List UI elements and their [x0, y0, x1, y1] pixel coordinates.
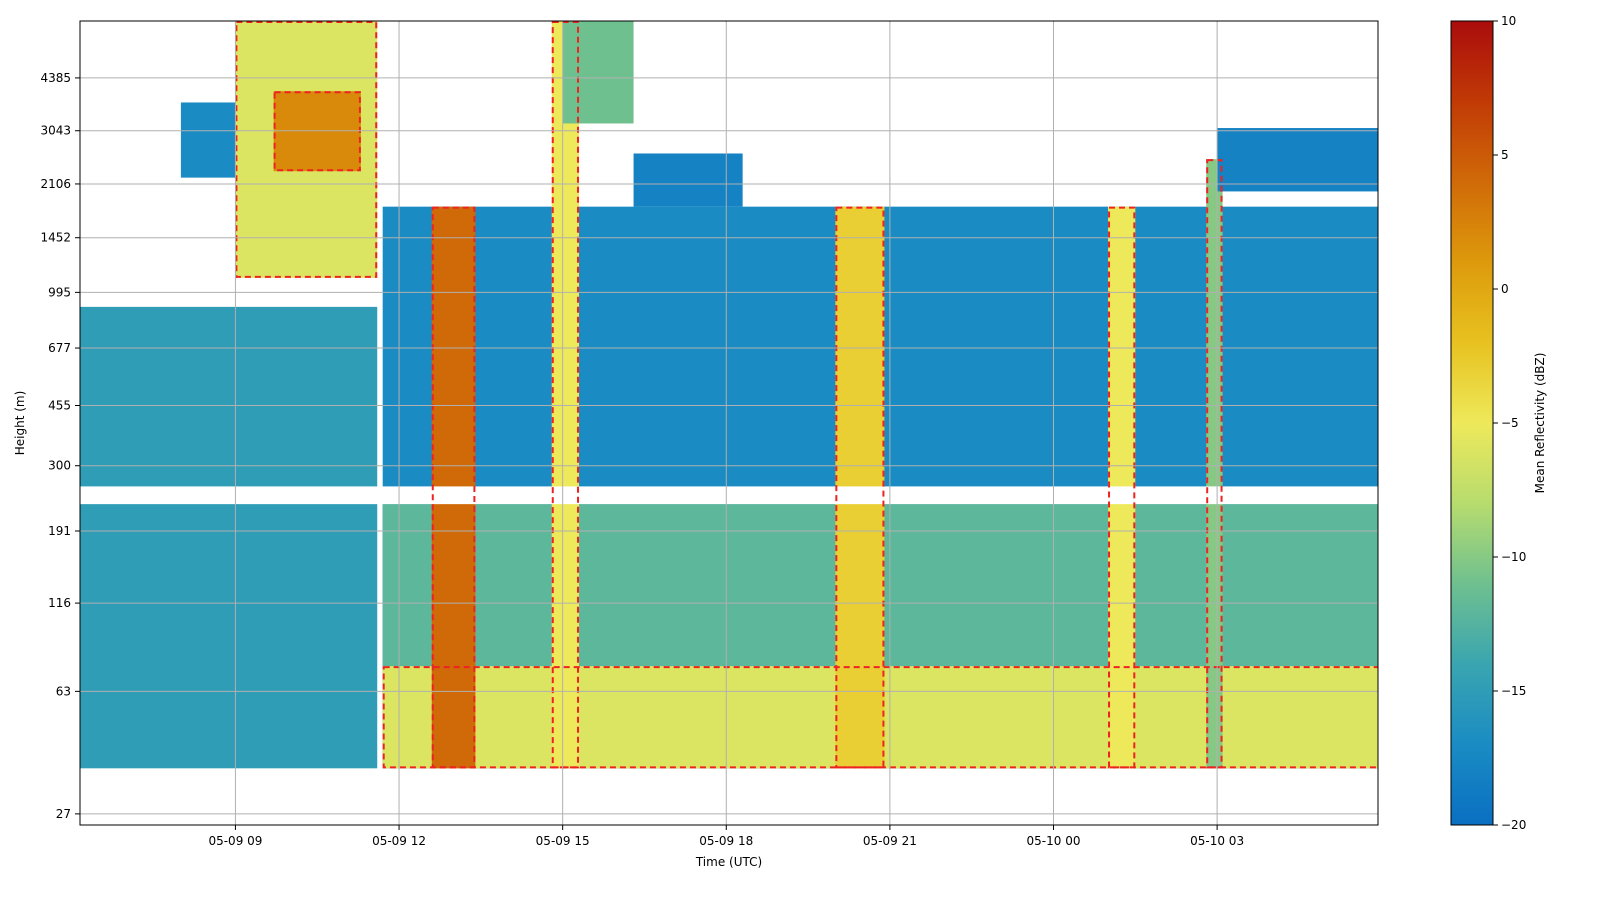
y-tick-label: 1452 [40, 231, 71, 245]
y-tick-label: 995 [48, 285, 71, 299]
y-tick-label: 300 [48, 459, 71, 473]
heatmap-layer [80, 21, 1378, 769]
x-tick-label: 05-09 12 [372, 834, 426, 848]
heatmap-region-8 [551, 21, 580, 769]
x-tick-label: 05-10 03 [1190, 834, 1244, 848]
x-axis: 05-09 09 05-09 12 05-09 15 05-09 18 05-09 21… [208, 825, 1244, 848]
y-tick-label: 4385 [40, 71, 71, 85]
x-tick-label: 05-09 15 [536, 834, 590, 848]
colorbar-ticks: 10 5 0 −5 −10 −15 −20 [1493, 14, 1526, 832]
y-axis: 27 63 116 191 300 455 677 995 1452 2106 3043 4385 [40, 71, 80, 821]
colorbar-tick-label: −15 [1501, 684, 1526, 698]
y-tick-label: 63 [56, 684, 71, 698]
grid-layer [80, 21, 1378, 825]
y-tick-label: 191 [48, 524, 71, 538]
colorbar [1451, 21, 1493, 825]
contour-outline-11 [835, 206, 885, 769]
y-tick-label: 2106 [40, 177, 71, 191]
data-gap-band [80, 486, 1378, 505]
plot-frame [79, 20, 1379, 826]
colorbar-tick-label: −10 [1501, 550, 1526, 564]
heatmap-region-0 [80, 306, 378, 769]
x-tick-label: 05-10 00 [1027, 834, 1081, 848]
contour-outline-6 [382, 666, 1378, 769]
y-tick-label: 3043 [40, 124, 71, 138]
x-tick-label: 05-09 21 [863, 834, 917, 848]
heatmap-region-14 [1217, 128, 1378, 192]
heatmap-region-13 [1206, 159, 1223, 769]
heatmap-region-9 [562, 21, 634, 124]
colorbar-tick-label: 5 [1501, 148, 1509, 162]
colorbar-tick-label: 0 [1501, 282, 1509, 296]
y-tick-label: 116 [48, 596, 71, 610]
x-tick-label: 05-09 18 [699, 834, 753, 848]
y-tick-label: 27 [56, 807, 71, 821]
y-tick-label: 677 [48, 341, 71, 355]
x-tick-label: 05-09 09 [208, 834, 262, 848]
x-axis-label: Time (UTC) [695, 855, 762, 869]
heatmap-region-10 [633, 153, 743, 207]
y-tick-label: 455 [48, 398, 71, 412]
contour-outline-2 [235, 21, 378, 278]
y-axis-label: Height (m) [13, 391, 27, 456]
contour-layer [235, 21, 1378, 769]
colorbar-tick-label: −20 [1501, 818, 1526, 832]
contour-outline-7 [431, 206, 476, 769]
colorbar-tick-label: −5 [1501, 416, 1519, 430]
contour-outline-12 [1108, 206, 1136, 769]
contour-outline-8 [551, 21, 580, 769]
colorbar-tick-label: 10 [1501, 14, 1516, 28]
colorbar-label: Mean Reflectivity (dBZ) [1533, 353, 1547, 494]
